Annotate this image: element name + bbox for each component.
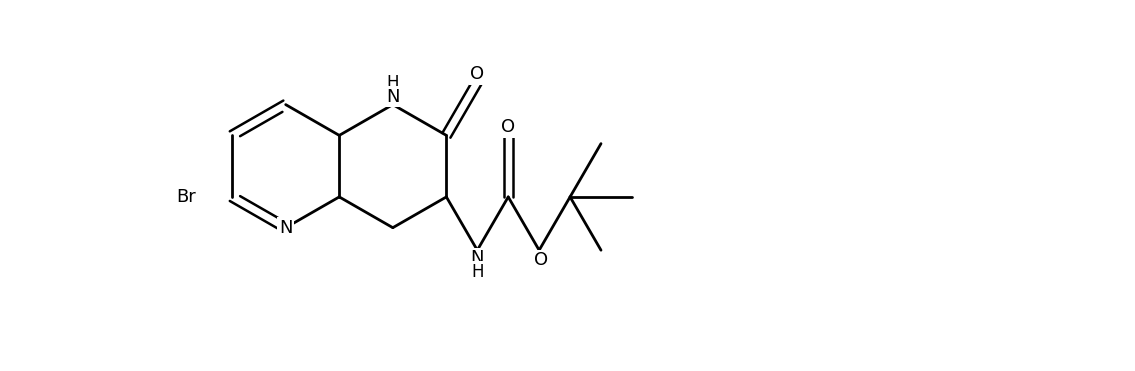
Text: O: O <box>502 118 515 137</box>
Text: O: O <box>535 251 548 269</box>
Text: H: H <box>387 74 400 92</box>
Text: N: N <box>386 88 400 106</box>
Text: O: O <box>470 65 485 83</box>
Text: N: N <box>279 219 293 237</box>
Text: H: H <box>471 263 484 281</box>
Text: N: N <box>471 249 484 267</box>
Text: Br: Br <box>176 188 195 206</box>
